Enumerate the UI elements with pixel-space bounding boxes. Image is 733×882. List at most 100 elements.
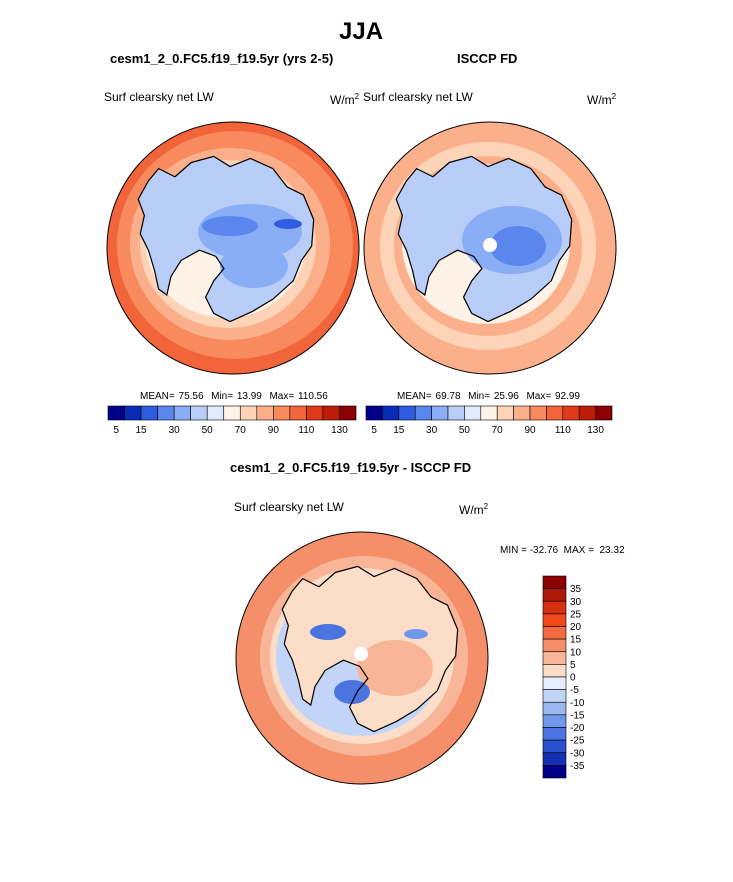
colorbar-diff-swatch-15 [542, 765, 567, 779]
colorbar-model-tick-0: 5 [113, 425, 119, 436]
colorbar-model-swatch-10 [273, 405, 291, 421]
map-model-interior-3 [202, 216, 258, 236]
map-diff-cold-1 [334, 680, 370, 704]
colorbar-obs-tick-7: 130 [587, 425, 604, 436]
colorbar-diff-swatch-3 [542, 613, 567, 627]
colorbar-obs-swatch-0 [365, 405, 383, 421]
colorbar-model-swatch-2 [140, 405, 158, 421]
map-diff-pole-hole [354, 647, 368, 661]
colorbar-diff-tick-9: -10 [570, 698, 585, 709]
colorbar-diff-tick-3: 20 [570, 622, 582, 633]
colorbar-obs-tick-2: 30 [426, 425, 438, 436]
colorbar-obs-swatch-8 [496, 405, 514, 421]
colorbar-diff-tick-8: -5 [570, 685, 579, 696]
colorbar-obs-swatch-2 [398, 405, 416, 421]
colorbar-obs-swatch-5 [447, 405, 465, 421]
colorbar-obs-tick-5: 90 [524, 425, 536, 436]
map-model-border [106, 121, 360, 375]
colorbar-model-swatch-3 [157, 405, 175, 421]
colorbar-obs-tick-0: 5 [371, 425, 377, 436]
colorbar-obs-swatch-12 [562, 405, 580, 421]
colorbar-diff-swatch-5 [542, 638, 567, 653]
panel2-units-base: W/m [587, 93, 612, 107]
colorbar-model-tick-4: 70 [235, 425, 247, 436]
panel1-units-sup: 2 [354, 92, 360, 101]
diff-units-sup: 2 [483, 502, 489, 511]
panel1-max-label: Max= [269, 391, 295, 402]
panel2-units: W/m2 [587, 92, 616, 107]
colorbar-diff-swatch-4 [542, 626, 567, 640]
map-diff-interior-1 [357, 640, 433, 696]
colorbar-diff-swatch-1 [542, 588, 567, 602]
colorbar-obs-swatch-14 [595, 405, 613, 421]
colorbar-obs-swatch-11 [546, 405, 564, 421]
panel1-units-base: W/m [330, 93, 355, 107]
colorbar-diff-swatch-11 [542, 714, 567, 728]
map-diff-cold-3 [404, 629, 428, 639]
panel2-mean: 69.78 [435, 391, 461, 402]
colorbar-diff-tick-4: 15 [570, 635, 582, 646]
panel1-stats: MEAN= 75.56 Min= 13.99 Max= 110.56 [140, 391, 328, 402]
panel1-max: 110.56 [297, 391, 328, 402]
map-model-interior-2 [220, 244, 288, 288]
colorbar-model-tick-1: 15 [136, 425, 148, 436]
map-model [107, 122, 359, 374]
map-obs-pole-hole [483, 238, 497, 252]
colorbar-diff-tick-11: -20 [570, 723, 585, 734]
map-diff [236, 532, 488, 784]
colorbar-obs-swatch-13 [578, 405, 596, 421]
colorbar-obs-tick-4: 70 [492, 425, 504, 436]
map-obs-border [363, 121, 617, 375]
colorbar-obs-tick-1: 15 [393, 425, 405, 436]
colorbar-model-swatch-9 [256, 405, 274, 421]
panel2-mean-label: MEAN= [397, 391, 432, 402]
colorbar-model-swatch-5 [190, 405, 208, 421]
panel1-title: cesm1_2_0.FC5.f19_f19.5yr (yrs 2-5) [110, 51, 334, 66]
colorbar-obs-swatch-3 [414, 405, 432, 421]
colorbar-model-tick-3: 50 [202, 425, 214, 436]
colorbar-model-swatch-0 [107, 405, 125, 421]
panel1-min: 13.99 [236, 391, 262, 402]
panel2-stats: MEAN= 69.78 Min= 25.96 Max= 92.99 [397, 391, 580, 402]
panel1-min-label: Min= [211, 391, 234, 402]
colorbar-model-tick-2: 30 [169, 425, 181, 436]
colorbar-obs-tick-3: 50 [459, 425, 471, 436]
panel1-units: W/m2 [330, 92, 359, 107]
map-diff-border [235, 531, 489, 785]
colorbar-obs-swatch-6 [464, 405, 482, 421]
colorbar-diff-swatch-8 [542, 676, 567, 690]
colorbar-diff-swatch-10 [542, 701, 567, 716]
diff-minmax: MIN = -32.76 MAX = 23.32 [500, 545, 625, 556]
panel2-variable-label: Surf clearsky net LW [363, 90, 473, 104]
panel2-title: ISCCP FD [457, 51, 518, 66]
panel2-max: 92.99 [554, 391, 580, 402]
diff-units: W/m2 [459, 502, 488, 517]
colorbar-obs-swatch-1 [382, 405, 400, 421]
panel1-variable-label: Surf clearsky net LW [104, 90, 214, 104]
colorbar-diff-tick-13: -30 [570, 748, 585, 759]
panel2-min-label: Min= [468, 391, 491, 402]
colorbar-diff-swatch-0 [542, 575, 567, 589]
colorbar-obs-tick-6: 110 [555, 425, 571, 436]
panel2-min: 25.96 [493, 391, 519, 402]
colorbar-diff-swatch-7 [542, 664, 567, 678]
colorbar-obs-swatch-7 [480, 405, 498, 421]
colorbar-model-swatch-14 [339, 405, 357, 421]
colorbar-model-swatch-7 [223, 405, 241, 421]
colorbar-model-swatch-12 [306, 405, 324, 421]
colorbar-diff-tick-7: 0 [570, 673, 576, 684]
colorbar-diff-tick-2: 25 [570, 609, 582, 620]
colorbar-diff-swatch-6 [542, 651, 567, 665]
colorbar-diff-swatch-14 [542, 752, 567, 766]
panel1-mean-label: MEAN= [140, 391, 175, 402]
panel1-mean: 75.56 [178, 391, 204, 402]
colorbar-diff-tick-6: 5 [570, 660, 576, 671]
colorbar-diff-tick-12: -25 [570, 736, 585, 747]
colorbar-model-swatch-11 [289, 405, 307, 421]
diff-title: cesm1_2_0.FC5.f19_f19.5yr - ISCCP FD [230, 460, 472, 475]
panel2-units-sup: 2 [611, 92, 617, 101]
colorbar-obs-swatch-4 [431, 405, 449, 421]
colorbar-model-swatch-4 [173, 405, 191, 421]
